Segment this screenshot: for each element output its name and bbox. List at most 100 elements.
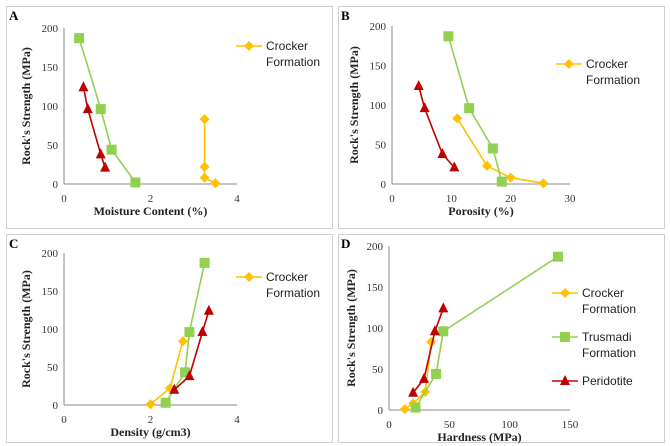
panel-a-x-tick-label: 4 <box>234 193 240 205</box>
panel-d-peridotite-point <box>408 386 419 397</box>
panel-a-trusmadi-point <box>130 177 141 188</box>
panel-a-y-tick-label: 150 <box>42 62 59 74</box>
panel-b-peridotite-point <box>437 147 448 158</box>
panel-c-peridotite-point <box>203 304 214 315</box>
panel-b-crocker-point <box>452 113 463 124</box>
panel-b: 0 50 100 150 200 0 10 20 30 Porosity (%) Rock's St… <box>338 6 665 229</box>
panel-d-legend-crocker-marker <box>560 288 570 298</box>
panel-a-peridotite-point <box>78 81 89 92</box>
panel-a-crocker-point <box>199 114 210 125</box>
panel-d-legend-peridotite-label: Peridotite <box>582 374 633 388</box>
panel-d-legend-trusmadi-marker <box>560 332 570 342</box>
panel-d-legend-trusmadi-label: Trusmadi <box>582 330 632 344</box>
panel-a-frame <box>6 6 333 229</box>
panel-b-crocker-point <box>505 172 516 183</box>
panel-c-y-tick-label: 150 <box>42 286 59 298</box>
panel-c-x-axis-title: Density (g/cm3) <box>110 425 190 439</box>
panel-d-legend-crocker-label: Crocker <box>582 286 624 300</box>
panel-b-legend-crocker-marker <box>564 59 574 69</box>
panel-d-frame <box>338 234 665 443</box>
panel-b-trusmadi-point <box>443 31 454 42</box>
panel-b-frame <box>338 6 665 229</box>
panel-a-crocker-line <box>203 119 216 184</box>
panel-c-letter: C <box>9 236 18 251</box>
panel-d-peridotite-point <box>438 302 449 313</box>
panel-b-x-tick-label: 30 <box>565 193 577 205</box>
panel-a: 0 50 100 150 200 0 2 4 Moisture Content (%) Rock'… <box>6 6 333 229</box>
panel-c-trusmadi-point <box>180 367 191 378</box>
panel-c-y-tick-label: 50 <box>47 362 59 374</box>
panel-c-peridotite-line <box>173 310 210 391</box>
panel-a-x-tick-label: 0 <box>61 193 67 205</box>
panel-c-y-axis-title: Rock's Strength (MPa) <box>19 270 33 388</box>
panel-a-x-axis-title: Moisture Content (%) <box>94 204 208 218</box>
panel-d-x-tick-label: 150 <box>562 419 579 431</box>
panel-b-legend-crocker-label: Crocker <box>586 57 628 71</box>
panel-a-legend-crocker-label: Crocker <box>266 39 308 53</box>
panel-c-frame <box>6 234 333 443</box>
panel-b-peridotite-point <box>413 80 424 91</box>
panel-d-y-tick-label: 50 <box>372 364 384 376</box>
panel-d-legend-trusmadi-label: Formation <box>582 346 636 360</box>
panel-c-y-tick-label: 0 <box>53 400 59 412</box>
panel-b-x-axis-title: Porosity (%) <box>448 204 513 218</box>
panel-d-crocker-line <box>404 341 432 410</box>
panel-b-trusmadi-point <box>487 143 498 154</box>
panel-a-legend-crocker-label: Formation <box>266 55 320 69</box>
panel-d-trusmadi-point <box>410 402 421 413</box>
panel-d-y-tick-label: 100 <box>367 323 384 335</box>
panel-c-x-tick-label: 0 <box>61 414 67 426</box>
panel-d-letter: D <box>341 236 350 251</box>
panel-a-trusmadi-line <box>78 37 137 183</box>
panel-c-y-tick-label: 200 <box>42 248 59 260</box>
panel-d-x-tick-label: 50 <box>444 419 456 431</box>
panel-d-trusmadi-point <box>431 368 442 379</box>
panel-b-x-tick-label: 20 <box>505 193 517 205</box>
panel-d-x-tick-label: 100 <box>501 419 518 431</box>
panel-b-y-tick-label: 0 <box>381 179 387 191</box>
panel-b-crocker-point <box>538 178 549 189</box>
panel-a-trusmadi-point <box>106 144 117 155</box>
panel-b-letter: B <box>341 8 350 23</box>
panel-b-y-axis-title: Rock's Strength (MPa) <box>347 46 361 164</box>
panel-c-peridotite-point <box>184 370 195 381</box>
panel-b-trusmadi-point <box>464 103 475 114</box>
panel-d-x-axis-title: Hardness (MPa) <box>437 430 521 444</box>
panel-b-trusmadi-point <box>496 176 507 187</box>
panel-a-crocker-point <box>199 161 210 172</box>
panel-c-crocker-point <box>177 336 188 347</box>
panel-b-peridotite-point <box>419 102 430 113</box>
panel-a-legend-crocker-marker <box>244 41 254 51</box>
panel-a-trusmadi-point <box>74 33 85 44</box>
panel-d-legend-peridotite-marker <box>560 375 570 385</box>
panel-c-peridotite-point <box>197 326 208 337</box>
panel-a-trusmadi-point <box>95 104 106 115</box>
panel-a-peridotite-point <box>82 103 93 114</box>
panel-d-y-axis-title: Rock's Strength (MPa) <box>344 269 358 387</box>
panel-a-crocker-point <box>199 172 210 183</box>
panel-b-x-tick-label: 0 <box>389 193 395 205</box>
panel-d: 0 50 100 150 200 0 50 100 150 Hardness (MPa) Rock'… <box>338 234 665 444</box>
panel-b-crocker-point <box>481 160 492 171</box>
panel-d-trusmadi-point <box>438 326 449 337</box>
panel-b-y-tick-label: 50 <box>375 140 387 152</box>
panel-b-trusmadi-line <box>447 36 503 182</box>
panel-c-y-tick-label: 100 <box>42 324 59 336</box>
panel-c-peridotite-point <box>169 383 180 394</box>
panel-d-legend-crocker-label: Formation <box>582 302 636 316</box>
panel-b-y-tick-label: 200 <box>370 21 387 33</box>
panel-d-x-tick-label: 0 <box>386 419 392 431</box>
panel-b-y-tick-label: 150 <box>370 61 387 73</box>
panel-d-y-tick-label: 200 <box>367 241 384 253</box>
panel-b-legend-crocker-label: Formation <box>586 73 640 87</box>
panel-b-y-tick-label: 100 <box>370 100 387 112</box>
panel-c-x-tick-label: 2 <box>148 414 154 426</box>
panel-a-y-tick-label: 50 <box>47 140 59 152</box>
panel-c-trusmadi-point <box>160 397 171 408</box>
panel-d-peridotite-line <box>412 308 445 394</box>
panel-c-legend-crocker-marker <box>244 272 254 282</box>
panel-a-y-axis-title: Rock's Strength (MPa) <box>19 47 33 165</box>
panel-d-peridotite-point <box>418 372 429 383</box>
panel-c-legend-crocker-label: Crocker <box>266 270 308 284</box>
